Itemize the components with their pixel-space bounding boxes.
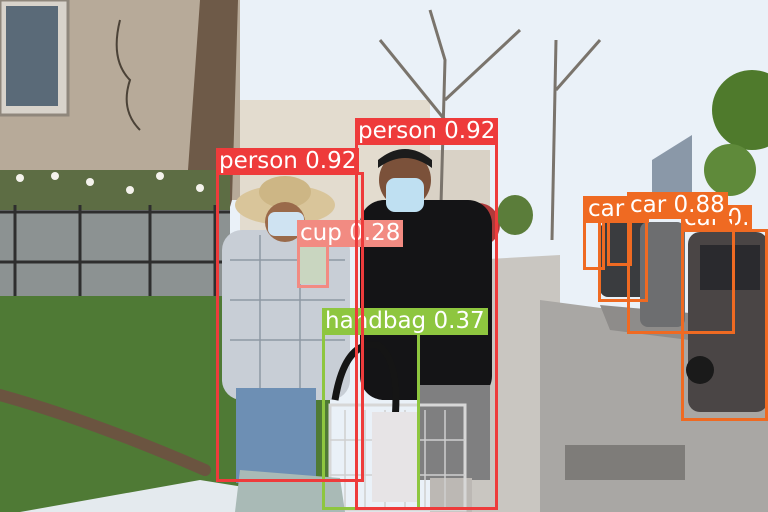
- detection-label-person: person 0.92: [355, 118, 499, 145]
- detection-box-person: [216, 172, 364, 482]
- detection-label-cup: cup 0.28: [297, 220, 404, 247]
- detection-box-person: [355, 142, 498, 510]
- detection-label-person: person 0.92: [216, 148, 360, 175]
- detection-box-car: [627, 216, 735, 334]
- detection-label-car: car 0.88: [627, 192, 728, 219]
- detection-label-handbag: handbag 0.37: [322, 308, 488, 335]
